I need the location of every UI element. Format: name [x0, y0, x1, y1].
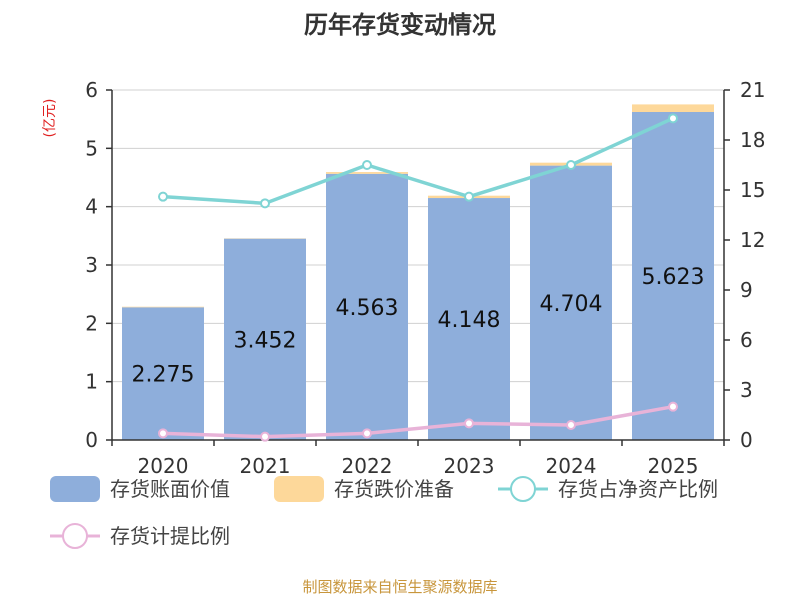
right-axis-tick-label: 21	[740, 78, 765, 102]
series-line	[162, 116, 674, 206]
legend-entry-label: 存货账面价值	[110, 477, 230, 501]
right-axis-tick-label: 6	[740, 328, 753, 352]
bar-labels: 2.275 3.452 4.563 4.148 4.704 5.623	[132, 265, 705, 388]
series-point	[464, 191, 474, 202]
bar-value-label: 4.704	[540, 292, 603, 317]
bar-inventory-book-value	[224, 238, 306, 440]
left-axis-unit: (亿元)	[42, 99, 58, 138]
x-axis-tick-label: 2023	[444, 454, 495, 478]
bar-inventory-impairment	[122, 306, 204, 308]
legend-bar-swatch	[50, 476, 100, 502]
right-axis-tick-label: 0	[740, 428, 753, 452]
legend-marker	[510, 476, 536, 502]
series-point	[566, 160, 576, 170]
right-axis-tick-label: 3	[740, 378, 753, 402]
bar-value-label: 4.148	[438, 308, 501, 333]
right-axis-tick-label: 15	[740, 178, 765, 202]
bar-inventory-impairment	[632, 104, 714, 112]
data-source-note: 制图数据来自恒生聚源数据库	[302, 578, 497, 596]
left-axis-tick-label: 2	[85, 311, 98, 335]
series-point	[260, 431, 270, 442]
right-axis-tick-label: 18	[740, 128, 765, 152]
series-point	[668, 401, 678, 412]
bar-value-label: 4.563	[336, 296, 399, 321]
x-axis-tick-label: 2021	[240, 454, 291, 478]
legend-entry-label: 存货跌价准备	[334, 477, 454, 501]
series-point	[362, 160, 372, 170]
bar-inventory-impairment	[326, 172, 408, 174]
chart-title: 历年存货变动情况	[304, 11, 496, 39]
right-axis-tick-label: 12	[740, 228, 765, 252]
left-axis-tick-label: 5	[85, 136, 98, 160]
left-axis-tick-label: 3	[85, 253, 98, 277]
legend-entry-label: 存货占净资产比例	[558, 477, 718, 501]
left-axis-tick-label: 6	[85, 78, 98, 102]
legend-bar-swatch	[274, 476, 324, 502]
bar-inventory-book-value	[122, 307, 204, 440]
lines	[158, 113, 678, 442]
right-axis-tick-label: 9	[740, 278, 753, 302]
series-point	[566, 420, 576, 430]
x-axis-tick-label: 2024	[546, 454, 597, 478]
left-axis-tick-label: 4	[85, 195, 98, 219]
series-point	[158, 428, 168, 439]
x-axis-tick-label: 2022	[342, 454, 393, 478]
bar-value-label: 3.452	[234, 328, 297, 353]
bars	[122, 104, 714, 440]
x-axis-tick-label: 2025	[648, 454, 699, 478]
series-point	[464, 418, 474, 429]
left-axis-tick-label: 1	[85, 370, 98, 394]
bar-inventory-book-value	[428, 198, 510, 440]
left-axis-tick-label: 0	[85, 428, 98, 452]
bar-inventory-book-value	[632, 111, 714, 440]
bar-value-label: 5.623	[642, 265, 705, 290]
legend-marker	[62, 523, 88, 549]
bar-inventory-book-value	[530, 165, 612, 440]
bar-inventory-book-value	[326, 173, 408, 440]
series-point	[668, 113, 678, 124]
x-axis-tick-label: 2020	[138, 454, 189, 478]
series-point	[362, 428, 372, 439]
legend-entry-label: 存货计提比例	[110, 524, 230, 548]
series-point	[260, 198, 270, 209]
bar-value-label: 2.275	[132, 363, 195, 388]
series-line	[162, 404, 674, 439]
gridlines	[112, 89, 724, 383]
series-point	[158, 191, 168, 202]
